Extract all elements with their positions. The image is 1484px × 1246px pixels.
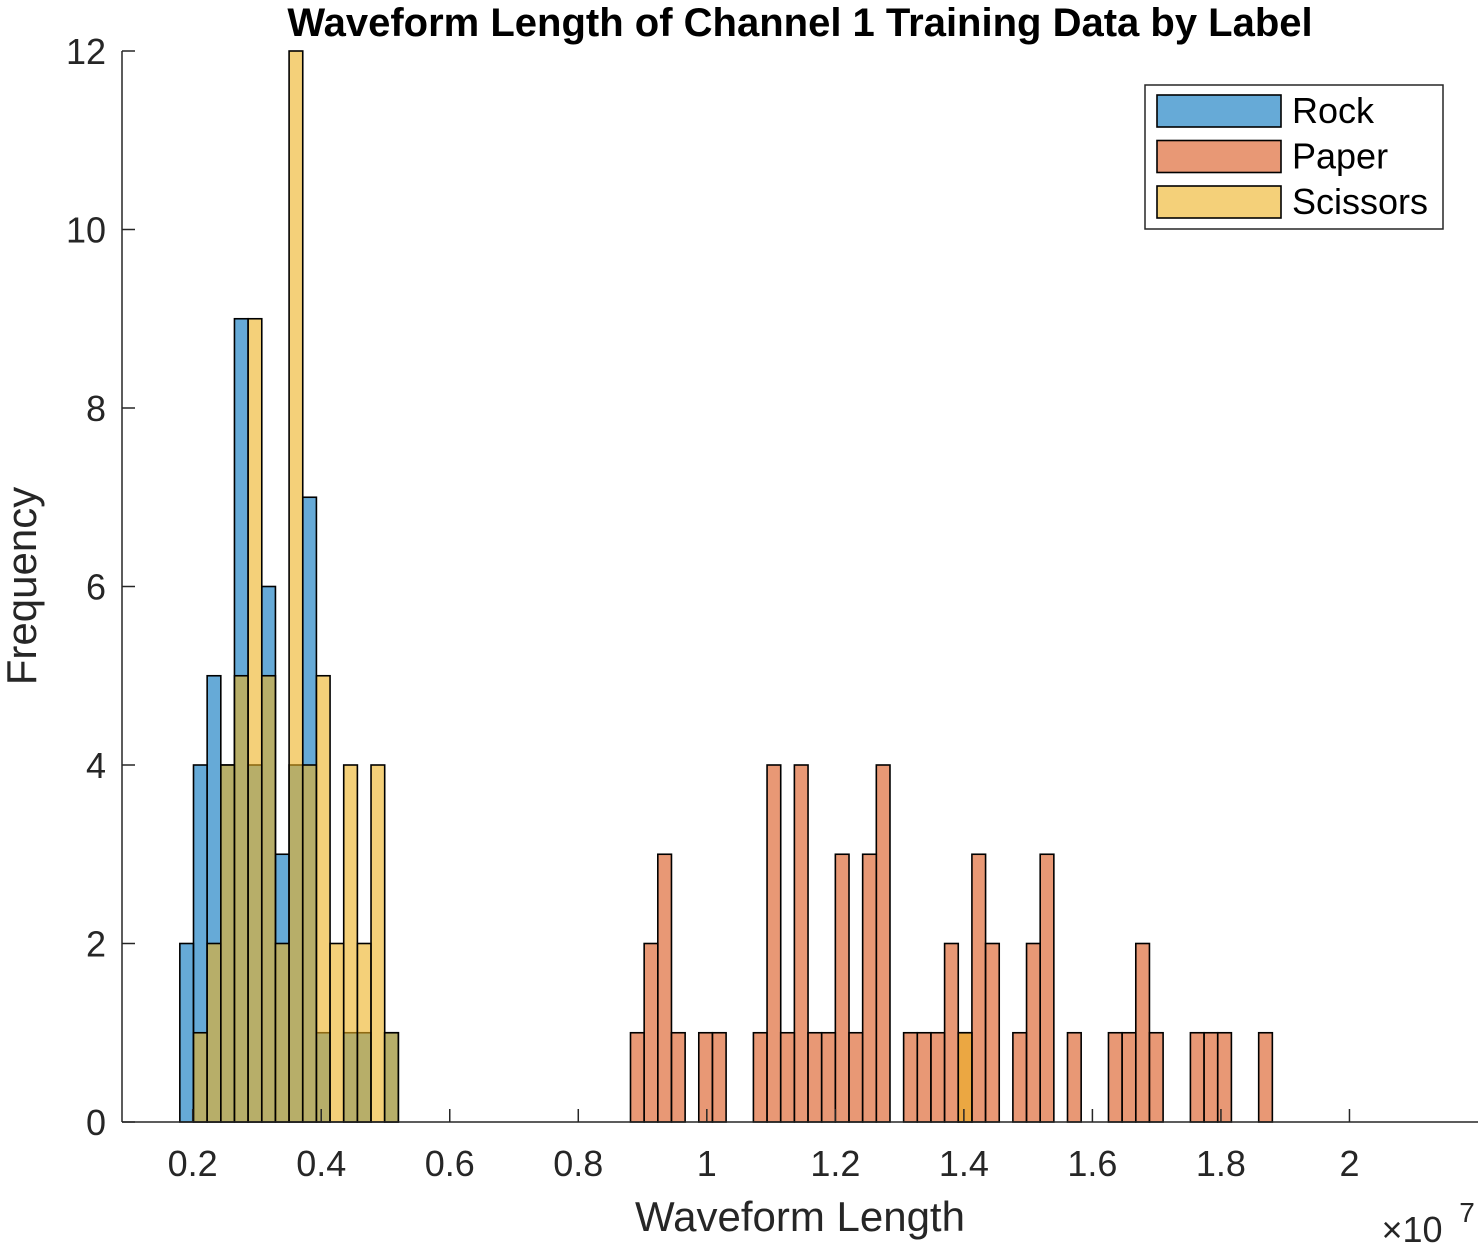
bar-scissors bbox=[315, 674, 331, 1123]
bar-paper bbox=[793, 764, 809, 1123]
bar-paper bbox=[861, 853, 878, 1123]
axes-layer: 0.2 0.4 0.6 0.8 1 1.2 1.4 1.6 1.8 2 0 2 4 6 8 10 12 bbox=[66, 31, 1478, 1184]
bar-paper bbox=[848, 1031, 864, 1123]
legend-label: Rock bbox=[1292, 90, 1375, 131]
bar-paper bbox=[971, 853, 987, 1123]
y-axis-label: Frequency bbox=[0, 487, 45, 685]
bar-paper bbox=[820, 1031, 837, 1123]
bar-paper bbox=[766, 764, 782, 1123]
x-tick-label: 0.4 bbox=[296, 1143, 346, 1184]
bar-scissors bbox=[370, 764, 386, 1123]
x-tick-label: 1 bbox=[697, 1143, 717, 1184]
bar-scissors bbox=[356, 942, 372, 1123]
bar-scissors bbox=[383, 1031, 400, 1123]
x-tick-label: 0.2 bbox=[168, 1143, 218, 1184]
y-tick-label: 10 bbox=[66, 210, 106, 251]
bar-paper bbox=[1025, 942, 1042, 1123]
bar-paper bbox=[984, 942, 1001, 1123]
x-tick-label: 1.2 bbox=[810, 1143, 860, 1184]
series-scissors bbox=[192, 50, 973, 1123]
legend-item-scissors: Scissors bbox=[1156, 181, 1428, 222]
chart-title: Waveform Length of Channel 1 Training Da… bbox=[287, 1, 1312, 45]
bar-paper bbox=[1066, 1031, 1082, 1123]
bar-scissors bbox=[957, 1031, 973, 1123]
bar-paper bbox=[916, 1031, 932, 1123]
x-tick-label: 1.8 bbox=[1196, 1143, 1246, 1184]
legend-item-paper: Paper bbox=[1156, 136, 1388, 177]
bar-paper bbox=[834, 853, 850, 1123]
x-tick-label: 2 bbox=[1339, 1143, 1359, 1184]
bar-paper bbox=[1189, 1031, 1205, 1123]
bar-paper bbox=[1039, 853, 1055, 1123]
bar-paper bbox=[1203, 1031, 1219, 1123]
bar-paper bbox=[1012, 1031, 1028, 1123]
bar-paper bbox=[902, 1031, 919, 1123]
legend-label: Paper bbox=[1292, 136, 1388, 177]
bar-paper bbox=[697, 1031, 714, 1123]
bar-paper bbox=[943, 942, 960, 1123]
bar-paper bbox=[875, 764, 891, 1123]
legend-item-rock: Rock bbox=[1156, 90, 1375, 131]
legend-swatch bbox=[1156, 185, 1282, 219]
bar-paper bbox=[711, 1031, 727, 1123]
x-tick-label: 0.8 bbox=[553, 1143, 603, 1184]
bar-scissors bbox=[274, 942, 290, 1123]
y-tick-label: 6 bbox=[86, 567, 106, 608]
bar-paper bbox=[1216, 1031, 1233, 1123]
bar-scissors bbox=[192, 1031, 208, 1123]
bar-paper bbox=[1121, 1031, 1137, 1123]
bar-paper bbox=[752, 1031, 768, 1123]
legend-swatch bbox=[1156, 94, 1282, 128]
bar-scissors bbox=[233, 674, 249, 1123]
bar-scissors bbox=[247, 317, 263, 1123]
bar-scissors bbox=[329, 942, 345, 1123]
bar-paper bbox=[1148, 1031, 1164, 1123]
bar-scissors bbox=[220, 764, 236, 1123]
bar-paper bbox=[629, 1031, 645, 1123]
bar-rock bbox=[179, 942, 195, 1123]
y-tick-label: 2 bbox=[86, 924, 106, 965]
y-tick-label: 4 bbox=[86, 745, 106, 786]
bar-scissors bbox=[342, 764, 359, 1123]
y-tick-label: 12 bbox=[66, 31, 106, 72]
y-tick-label: 8 bbox=[86, 388, 106, 429]
legend-swatch bbox=[1156, 139, 1282, 174]
bar-scissors bbox=[301, 764, 318, 1123]
bar-paper bbox=[1107, 1031, 1123, 1123]
bar-scissors bbox=[260, 674, 277, 1123]
legend-label: Scissors bbox=[1292, 181, 1428, 222]
y-tick-label: 0 bbox=[86, 1102, 106, 1143]
x-tick-label: 1.4 bbox=[939, 1143, 989, 1184]
bar-paper bbox=[657, 853, 673, 1123]
bar-scissors bbox=[288, 50, 304, 1123]
bar-paper bbox=[807, 1031, 823, 1123]
bar-paper bbox=[930, 1031, 946, 1123]
x-exponent-power: 7 bbox=[1459, 1197, 1475, 1228]
x-axis-label: Waveform Length bbox=[635, 1193, 965, 1240]
x-exponent-base: ×10 bbox=[1381, 1209, 1442, 1246]
bar-paper bbox=[1134, 942, 1151, 1123]
x-exponent-label: ×10 7 bbox=[1381, 1197, 1474, 1246]
x-tick-label: 0.6 bbox=[425, 1143, 475, 1184]
bar-paper bbox=[1257, 1031, 1274, 1123]
bar-paper bbox=[779, 1031, 796, 1123]
x-tick-label: 1.6 bbox=[1067, 1143, 1117, 1184]
bar-paper bbox=[670, 1031, 686, 1123]
bar-paper bbox=[643, 942, 659, 1123]
bar-scissors bbox=[206, 942, 222, 1123]
